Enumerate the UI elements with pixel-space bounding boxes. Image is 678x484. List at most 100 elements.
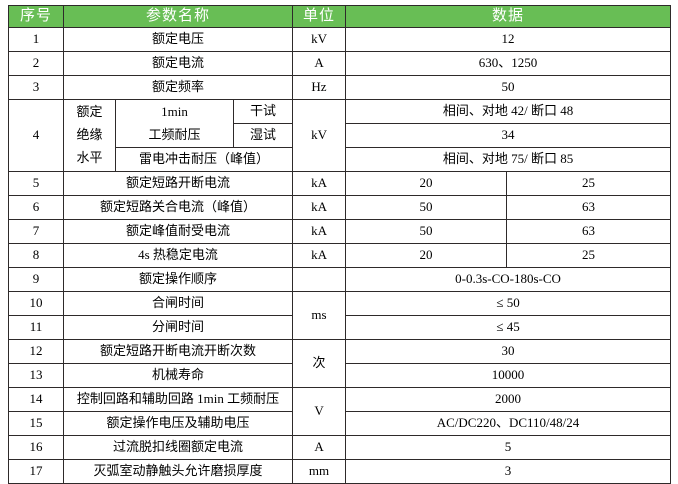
cell-r14-name: 控制回路和辅助回路 1min 工频耐压 [62, 387, 294, 412]
cell-r10-name: 合闸时间 [62, 291, 294, 316]
cell-r7-data1: 50 [345, 219, 508, 244]
header-col-data: 数据 [345, 5, 672, 28]
cell-r2-unit: A [292, 51, 347, 76]
cell-r8-data2: 25 [506, 243, 672, 268]
cell-r11-name: 分闸时间 [62, 315, 294, 340]
cell-r4-dry-data: 相间、对地 42/ 断口 48 [345, 99, 672, 124]
cell-r13-no: 13 [8, 363, 64, 388]
cell-r16-no: 16 [8, 435, 64, 460]
table-row: 15 额定操作电压及辅助电压 AC/DC220、DC110/48/24 [8, 411, 672, 436]
cell-r1-name: 额定电压 [62, 27, 294, 52]
cell-r16-name: 过流脱扣线圈额定电流 [62, 435, 294, 460]
cell-r6-no: 6 [8, 195, 64, 220]
cell-r12-data: 30 [345, 339, 672, 364]
cell-r5-no: 5 [8, 171, 64, 196]
cell-r4-impulse-data: 相间、对地 75/ 断口 85 [345, 147, 672, 172]
cell-r3-no: 3 [8, 75, 64, 100]
table-row: 9 额定操作顺序 0-0.3s-CO-180s-CO [8, 267, 672, 292]
cell-r4-freq-label: 1min 工频耐压 [115, 99, 234, 148]
table-row: 6 额定短路关合电流（峰值） kA 50 63 [8, 195, 672, 220]
table-row: 13 机械寿命 10000 [8, 363, 672, 388]
header-col-unit: 单位 [292, 5, 347, 28]
cell-r5-data1: 20 [345, 171, 508, 196]
cell-r8-name: 4s 热稳定电流 [62, 243, 294, 268]
table-row: 3 额定频率 Hz 50 [8, 75, 672, 100]
cell-r9-name: 额定操作顺序 [62, 267, 294, 292]
cell-r8-unit: kA [292, 243, 347, 268]
table-row: 1 额定电压 kV 12 [8, 27, 672, 52]
cell-r12-unit: 次 [292, 339, 347, 388]
cell-r14-data: 2000 [345, 387, 672, 412]
cell-r3-data: 50 [345, 75, 672, 100]
cell-r3-unit: Hz [292, 75, 347, 100]
table-row: 12 额定短路开断电流开断次数 次 30 [8, 339, 672, 388]
header-col-name: 参数名称 [62, 5, 294, 28]
cell-r7-data2: 63 [506, 219, 672, 244]
cell-r4-wet-label: 湿试 [232, 123, 294, 148]
cell-r2-no: 2 [8, 51, 64, 76]
cell-r10-data: ≤ 50 [345, 291, 672, 316]
table-row: 湿试 34 [9, 123, 672, 148]
cell-r15-name: 额定操作电压及辅助电压 [62, 411, 294, 436]
cell-r9-data: 0-0.3s-CO-180s-CO [345, 267, 672, 292]
cell-r5-data2: 25 [506, 171, 672, 196]
cell-r7-name: 额定峰值耐受电流 [62, 219, 294, 244]
cell-r4-dry-label: 干试 [232, 99, 294, 124]
cell-r15-data: AC/DC220、DC110/48/24 [345, 411, 672, 436]
spec-table: 序号 参数名称 单位 数据 1 额定电压 kV 12 2 额定电流 A 630、… [8, 5, 672, 484]
table-row: 10 合闸时间 ms ≤ 50 [8, 291, 672, 340]
table-row: 16 过流脱扣线圈额定电流 A 5 [8, 435, 672, 460]
cell-r7-unit: kA [292, 219, 347, 244]
header-col-index: 序号 [8, 5, 64, 28]
cell-r4-wet-data: 34 [345, 123, 672, 148]
cell-r17-unit: mm [292, 459, 347, 484]
cell-r6-data2: 63 [506, 195, 672, 220]
cell-r14-unit: V [292, 387, 347, 436]
cell-r6-name: 额定短路关合电流（峰值） [62, 195, 294, 220]
table-row: 5 额定短路开断电流 kA 20 25 [8, 171, 672, 196]
cell-r4-unit: kV [292, 99, 347, 172]
cell-r11-data: ≤ 45 [345, 315, 672, 340]
cell-r9-no: 9 [8, 267, 64, 292]
cell-r8-no: 8 [8, 243, 64, 268]
cell-r9-unit [292, 267, 347, 292]
cell-r13-data: 10000 [345, 363, 672, 388]
cell-r14-no: 14 [8, 387, 64, 412]
cell-r1-data: 12 [345, 27, 672, 52]
cell-r12-name: 额定短路开断电流开断次数 [62, 339, 294, 364]
cell-r10-unit: ms [292, 291, 347, 340]
table-row: 2 额定电流 A 630、1250 [8, 51, 672, 76]
cell-r3-name: 额定频率 [62, 75, 294, 100]
cell-r7-no: 7 [8, 219, 64, 244]
cell-r17-name: 灭弧室动静触头允许磨损厚度 [62, 459, 294, 484]
cell-r15-no: 15 [8, 411, 64, 436]
cell-r12-no: 12 [8, 339, 64, 364]
cell-r1-unit: kV [292, 27, 347, 52]
table-row: 14 控制回路和辅助回路 1min 工频耐压 V 2000 [8, 387, 672, 436]
table-row: 4 额定 绝缘 水平 1min 工频耐压 干试 kV 相间、对地 42/ 断口 … [8, 99, 672, 172]
cell-r10-no: 10 [8, 291, 64, 316]
cell-r4-no: 4 [8, 99, 64, 172]
cell-r1-no: 1 [8, 27, 64, 52]
cell-r17-no: 17 [8, 459, 64, 484]
cell-r2-data: 630、1250 [345, 51, 672, 76]
cell-r5-name: 额定短路开断电流 [62, 171, 294, 196]
cell-r4-group-label: 额定 绝缘 水平 [63, 99, 116, 172]
cell-r17-data: 3 [345, 459, 672, 484]
table-row: 7 额定峰值耐受电流 kA 50 63 [8, 219, 672, 244]
table-row: 雷电冲击耐压（峰值） 相间、对地 75/ 断口 85 [9, 147, 672, 172]
cell-r8-data1: 20 [345, 243, 508, 268]
cell-r13-name: 机械寿命 [62, 363, 294, 388]
cell-r6-data1: 50 [345, 195, 508, 220]
cell-r6-unit: kA [292, 195, 347, 220]
header-row: 序号 参数名称 单位 数据 [8, 5, 672, 28]
cell-r2-name: 额定电流 [62, 51, 294, 76]
table-row: 11 分闸时间 ≤ 45 [8, 315, 672, 340]
table-row: 17 灭弧室动静触头允许磨损厚度 mm 3 [8, 459, 672, 484]
cell-r5-unit: kA [292, 171, 347, 196]
cell-r11-no: 11 [8, 315, 64, 340]
table-row: 8 4s 热稳定电流 kA 20 25 [8, 243, 672, 268]
cell-r4-impulse-label: 雷电冲击耐压（峰值） [114, 147, 294, 172]
cell-r16-data: 5 [345, 435, 672, 460]
